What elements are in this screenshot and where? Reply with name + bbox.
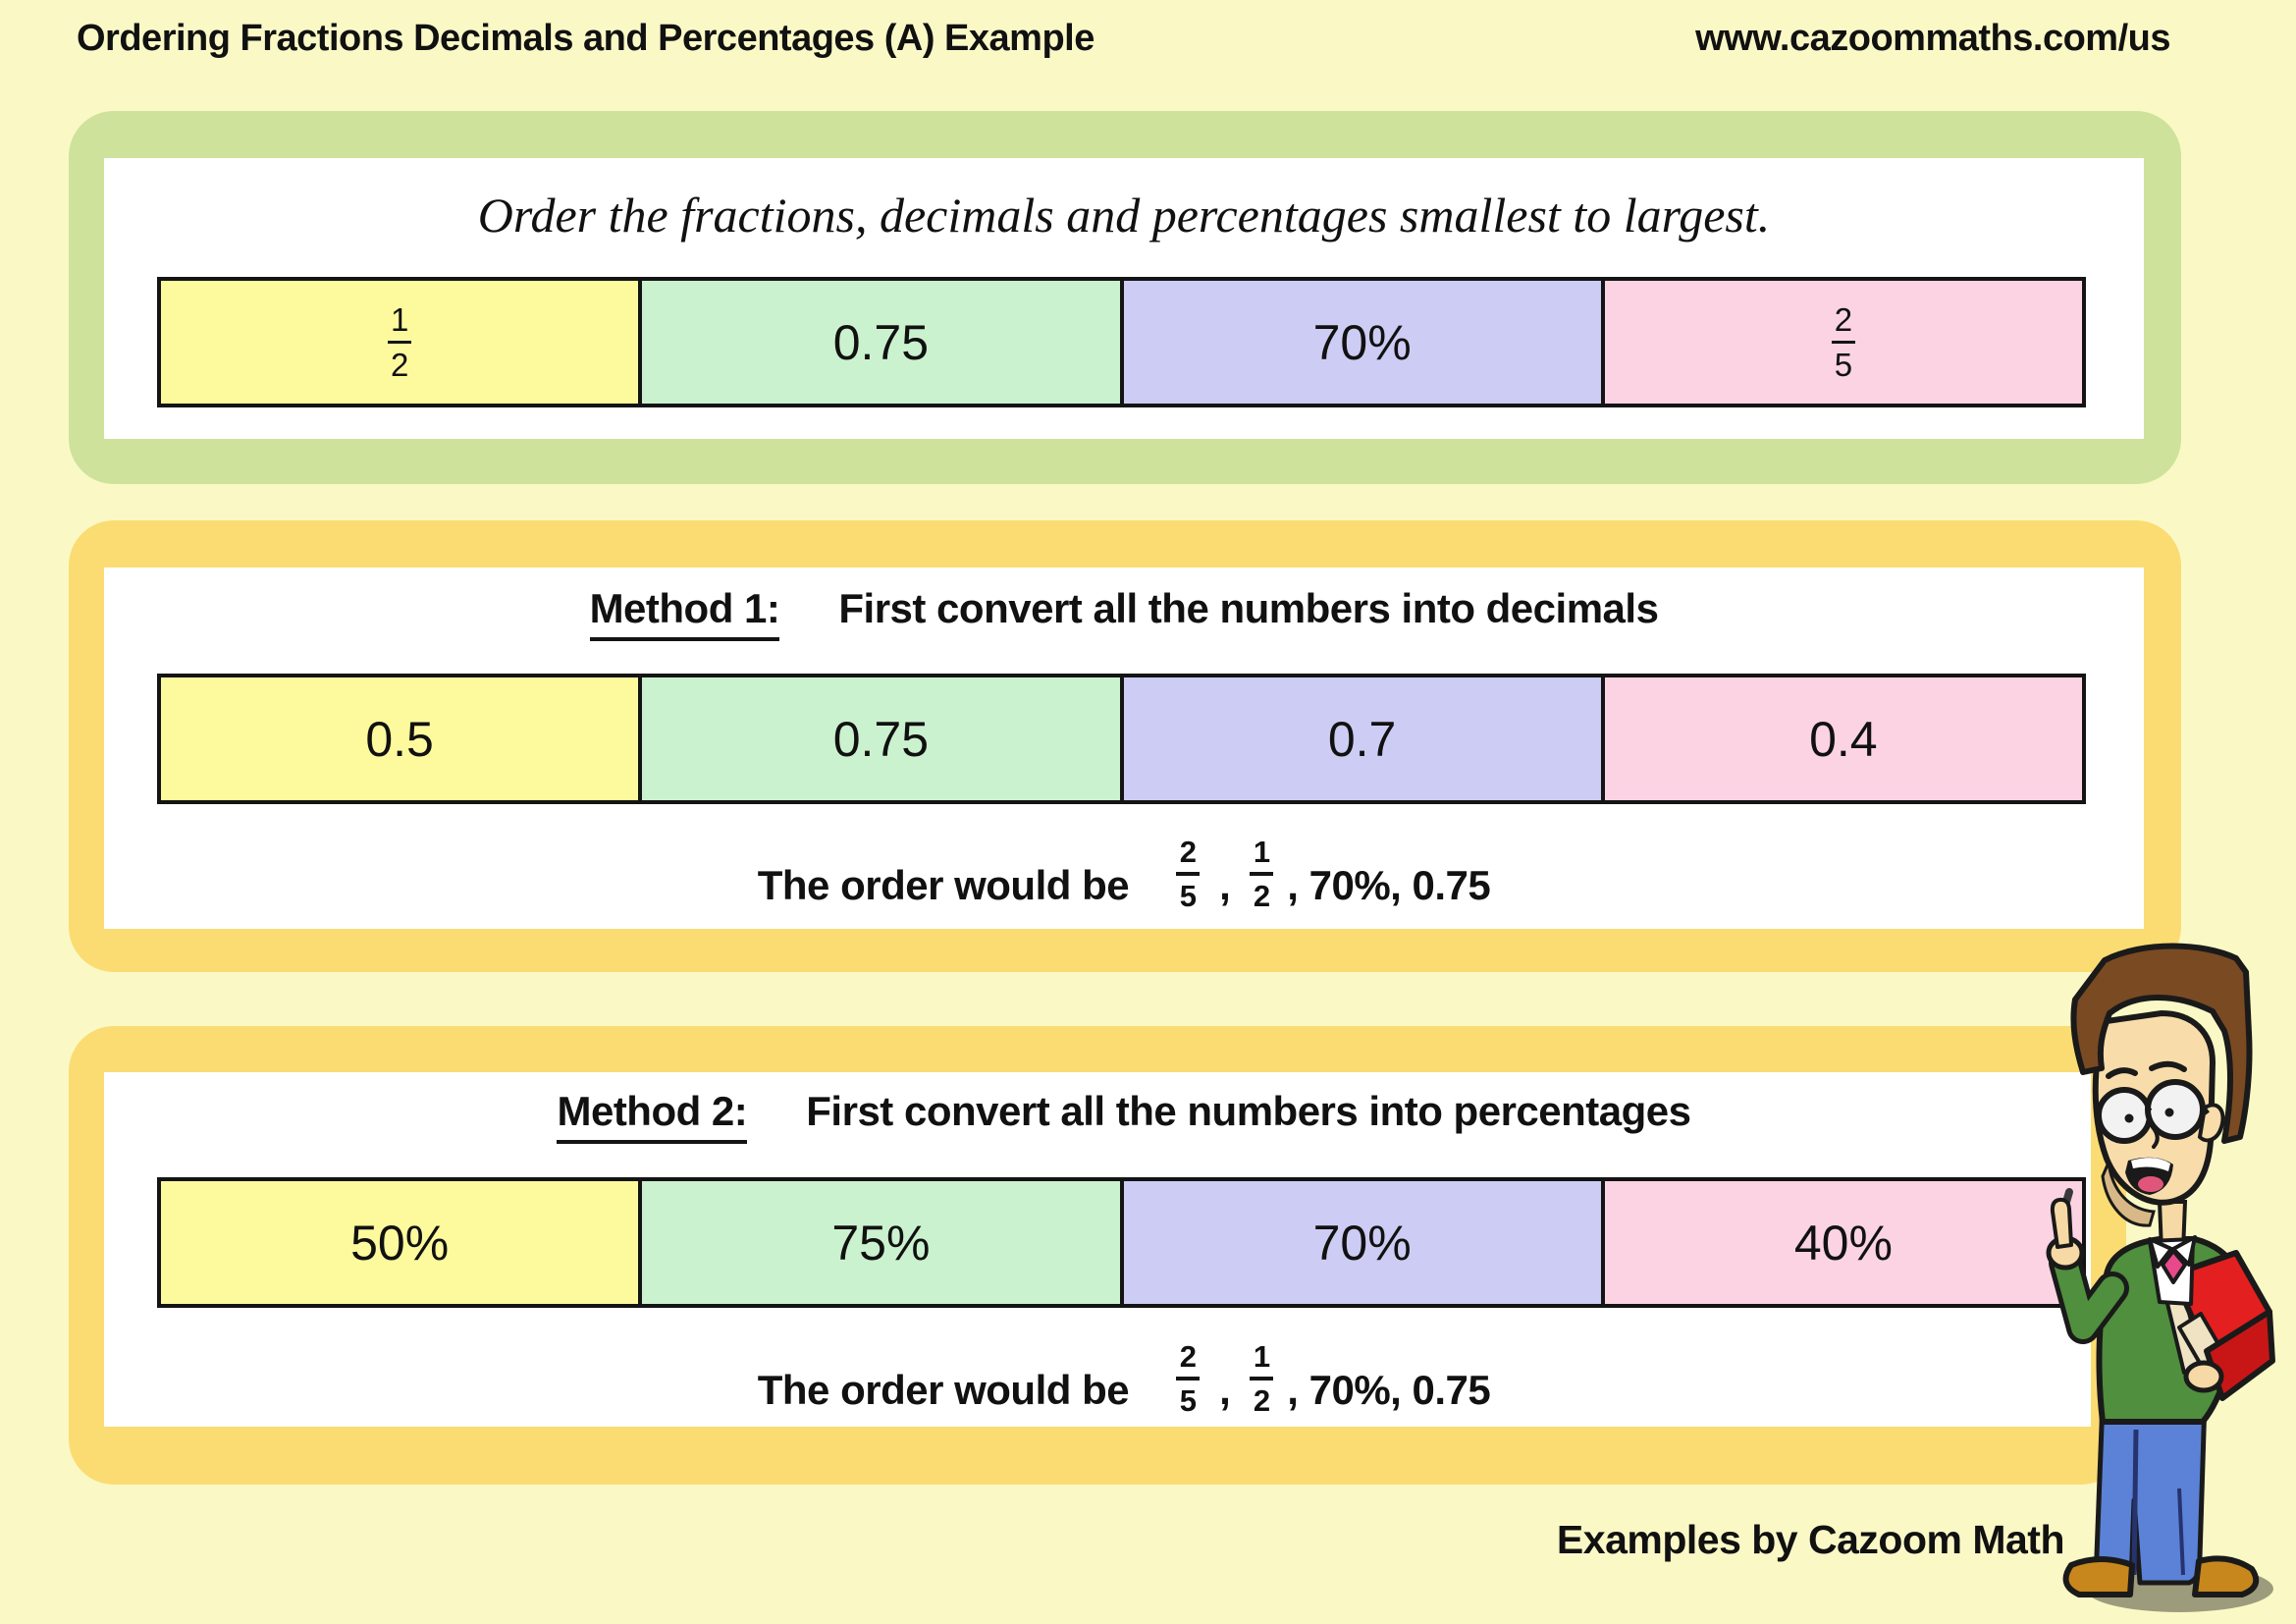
fraction-numerator: 1 [390, 301, 409, 338]
teeth [2131, 1158, 2170, 1171]
order-suffix: , 70%, 0.75 [1287, 1367, 1491, 1413]
question-cell-fraction-two-fifths: 2 5 [1600, 281, 2082, 404]
fraction-one-half: 1 2 [1250, 835, 1274, 913]
method2-heading: Method 2: First convert all the numbers i… [104, 1088, 2144, 1144]
left-eyebrow [2106, 1067, 2138, 1079]
fraction-bar [1176, 872, 1201, 876]
fraction-denominator: 5 [1179, 879, 1197, 913]
order-suffix: , 70%, 0.75 [1287, 862, 1491, 908]
question-cell-decimal: 0.75 [638, 281, 1120, 404]
hair [2070, 943, 2253, 1144]
left-shoe [2062, 1556, 2135, 1597]
fraction-denominator: 5 [1179, 1383, 1197, 1418]
fraction-numerator: 2 [1179, 1339, 1197, 1374]
method2-cell-1: 50% [161, 1181, 639, 1304]
question-instruction: Order the fractions, decimals and percen… [477, 188, 1771, 243]
method2-description: First convert all the numbers into perce… [806, 1088, 1691, 1134]
teacher-cartoon [2046, 943, 2275, 1612]
website-url: www.cazoommaths.com/us [1695, 18, 2170, 59]
question-cell-fraction-half: 1 2 [161, 281, 639, 404]
fraction-denominator: 2 [1253, 1383, 1270, 1418]
fraction-two-fifths: 2 5 [1831, 301, 1855, 383]
fraction-numerator: 2 [1179, 835, 1197, 869]
fraction-bar [1176, 1377, 1201, 1380]
order-comma: , [1219, 1367, 1231, 1413]
method1-order-line: The order would be 2 5 , 1 2 , 70%, 0.75 [104, 837, 2144, 911]
method1-description: First convert all the numbers into decim… [838, 585, 1659, 631]
credit-text: Examples by Cazoom Math [1556, 1517, 2065, 1562]
fraction-bar [1831, 341, 1855, 344]
method1-cell-3: 0.7 [1119, 677, 1601, 800]
tie [2161, 1249, 2187, 1284]
fraction-one-half: 1 2 [1250, 1339, 1274, 1418]
collar-right [2171, 1235, 2197, 1267]
jeans [2094, 1397, 2208, 1586]
right-eye [2164, 1108, 2174, 1117]
question-cell-percentage: 70% [1119, 281, 1601, 404]
fraction-denominator: 5 [1834, 347, 1853, 383]
method1-cell-1: 0.5 [161, 677, 639, 800]
question-strip: 1 2 0.75 70% 2 5 [157, 277, 2086, 407]
method2-order-line: The order would be 2 5 , 1 2 , 70%, 0.75 [104, 1341, 2144, 1416]
order-prefix: The order would be [757, 1367, 1130, 1413]
right-shoe [2192, 1555, 2260, 1597]
beard-stubble [2101, 1157, 2156, 1227]
fraction-bar [1250, 1377, 1274, 1380]
order-prefix: The order would be [757, 862, 1130, 908]
fraction-denominator: 2 [1253, 879, 1270, 913]
holding-hand [2183, 1360, 2224, 1393]
method2-cell-4: 40% [1600, 1181, 2082, 1304]
fraction-numerator: 1 [1253, 1339, 1270, 1374]
method1-cell-2: 0.75 [638, 677, 1120, 800]
fraction-bar [1250, 872, 1274, 876]
glasses-left-lens [2096, 1087, 2153, 1144]
method1-heading: Method 1: First convert all the numbers i… [104, 585, 2144, 641]
fraction-numerator: 1 [1253, 835, 1270, 869]
pointing-finger [2050, 1197, 2073, 1249]
order-comma: , [1219, 862, 1231, 908]
fraction-numerator: 2 [1834, 301, 1853, 338]
method2-cell-2: 75% [638, 1181, 1120, 1304]
fraction-denominator: 2 [390, 347, 409, 383]
method2-label: Method 2: [557, 1088, 748, 1144]
method2-cell-3: 70% [1119, 1181, 1601, 1304]
method1-strip: 0.5 0.75 0.7 0.4 [157, 674, 2086, 804]
fraction-two-fifths: 2 5 [1176, 1339, 1201, 1418]
method1-label: Method 1: [589, 585, 780, 641]
fraction-one-half: 1 2 [388, 301, 412, 383]
method1-cell-4: 0.4 [1600, 677, 2082, 800]
tongue [2138, 1176, 2163, 1192]
fraction-two-fifths: 2 5 [1176, 835, 1201, 913]
right-eyebrow [2149, 1060, 2187, 1072]
method2-strip: 50% 75% 70% 40% [157, 1177, 2086, 1308]
left-eye [2124, 1113, 2134, 1123]
page-title: Ordering Fractions Decimals and Percenta… [77, 18, 1095, 59]
fraction-bar [388, 341, 412, 344]
glasses-right-lens [2145, 1079, 2206, 1140]
collar-left [2148, 1237, 2173, 1269]
